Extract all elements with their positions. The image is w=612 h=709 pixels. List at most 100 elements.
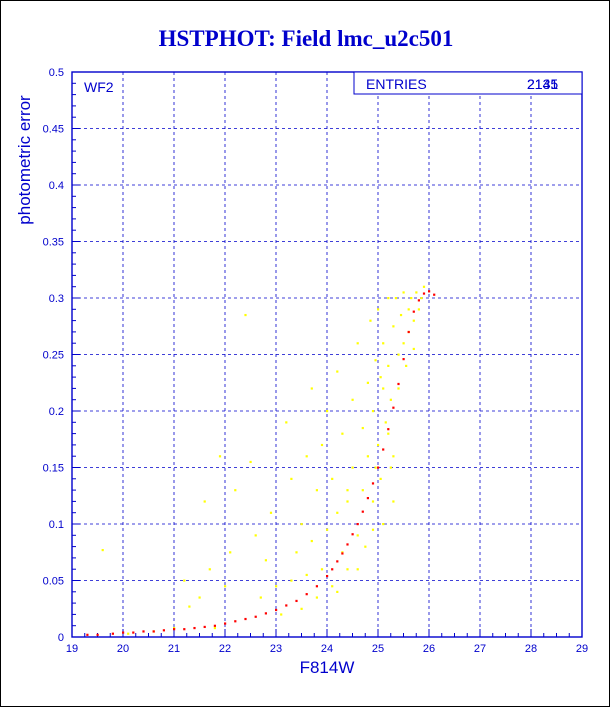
data-point — [417, 308, 420, 311]
x-tick-label: 19 — [66, 643, 78, 655]
x-tick-label: 29 — [576, 643, 588, 655]
data-point — [374, 359, 377, 362]
data-point — [428, 290, 431, 293]
data-point — [315, 489, 318, 492]
plot-frame — [71, 71, 583, 638]
data-point — [259, 596, 262, 599]
data-point — [356, 342, 359, 345]
data-point — [371, 528, 375, 531]
data-point — [346, 543, 349, 546]
y-tick-label: 0.2 — [49, 406, 64, 418]
data-point — [203, 625, 206, 629]
data-point — [387, 428, 390, 431]
data-point — [336, 370, 339, 373]
data-point — [320, 568, 324, 571]
data-point — [402, 291, 405, 294]
data-point — [351, 398, 354, 401]
x-tick-label: 28 — [525, 643, 537, 655]
data-point — [264, 559, 267, 562]
data-point — [382, 448, 385, 451]
data-point — [173, 628, 176, 631]
data-point — [364, 545, 367, 548]
data-point — [422, 292, 426, 295]
data-point — [382, 523, 385, 526]
data-point — [315, 585, 318, 588]
data-point — [366, 381, 369, 384]
data-point — [290, 477, 293, 480]
data-point — [275, 608, 278, 612]
data-point — [198, 596, 201, 599]
x-tick-labels: 19 20 21 22 23 24 25 26 27 28 29 — [66, 643, 588, 655]
data-point — [420, 297, 423, 300]
y-tick-label: 0.05 — [43, 576, 64, 588]
data-point — [275, 585, 278, 588]
data-point — [224, 622, 227, 625]
y-tick-label: 0.1 — [49, 519, 64, 531]
data-point — [326, 410, 329, 413]
data-point — [387, 432, 390, 435]
x-tick-label: 22 — [219, 643, 231, 655]
data-point — [412, 319, 415, 322]
data-point — [346, 568, 349, 571]
data-point — [173, 626, 176, 630]
data-point — [326, 528, 329, 531]
y-tick-label: 0.35 — [43, 237, 64, 249]
data-point — [300, 607, 303, 610]
stats-entries-value-2: 2141 — [527, 76, 558, 92]
data-point — [361, 510, 364, 513]
x-tick-label: 21 — [168, 643, 180, 655]
data-point — [336, 560, 339, 563]
data-point — [295, 599, 298, 603]
data-point — [382, 342, 385, 345]
data-point — [218, 455, 222, 458]
data-point — [101, 548, 104, 552]
data-point — [366, 497, 369, 500]
y-tick-label: 0.25 — [43, 350, 64, 362]
data-point — [234, 620, 237, 623]
x-tick-label: 26 — [423, 643, 435, 655]
data-point — [229, 551, 232, 554]
data-point — [142, 630, 145, 633]
data-point — [361, 426, 364, 430]
data-point — [285, 604, 288, 607]
data-point — [377, 308, 380, 311]
y-tick-label: 0.4 — [49, 180, 64, 192]
data-point — [162, 629, 165, 632]
data-point — [269, 511, 273, 514]
data-point — [208, 568, 211, 571]
data-point — [341, 551, 344, 554]
data-point — [244, 313, 247, 317]
data-point — [234, 489, 237, 492]
data-point — [213, 626, 216, 630]
y-tick-labels: 0 0.05 0.1 0.15 0.2 0.25 0.3 0.35 0.4 0.45 0.5 — [43, 67, 64, 644]
data-point — [300, 523, 303, 526]
x-tick-label: 20 — [117, 643, 129, 655]
x-tick-label: 25 — [372, 643, 384, 655]
data-point — [422, 285, 426, 288]
data-point — [346, 500, 349, 503]
data-point — [415, 291, 418, 294]
data-point — [377, 466, 380, 469]
data-point — [183, 628, 186, 631]
data-point — [152, 630, 155, 633]
stats-entries-value-1: 2135 — [527, 76, 558, 92]
y-axis-label: photometric error — [15, 95, 34, 225]
data-point — [132, 631, 135, 634]
data-point — [405, 364, 408, 367]
data-point — [310, 539, 313, 543]
chart-title: HSTPHOT: Field lmc_u2c501 — [158, 26, 454, 51]
data-point — [399, 313, 403, 317]
data-point — [290, 579, 293, 582]
data-point — [305, 593, 308, 596]
data-point — [356, 568, 359, 571]
data-point — [387, 364, 390, 367]
data-point — [410, 297, 413, 300]
stats-box — [353, 71, 583, 95]
data-point — [389, 398, 392, 401]
data-point — [244, 617, 247, 621]
data-point — [379, 477, 382, 480]
data-point — [280, 613, 283, 616]
data-point — [382, 387, 385, 390]
data-point — [392, 406, 395, 409]
